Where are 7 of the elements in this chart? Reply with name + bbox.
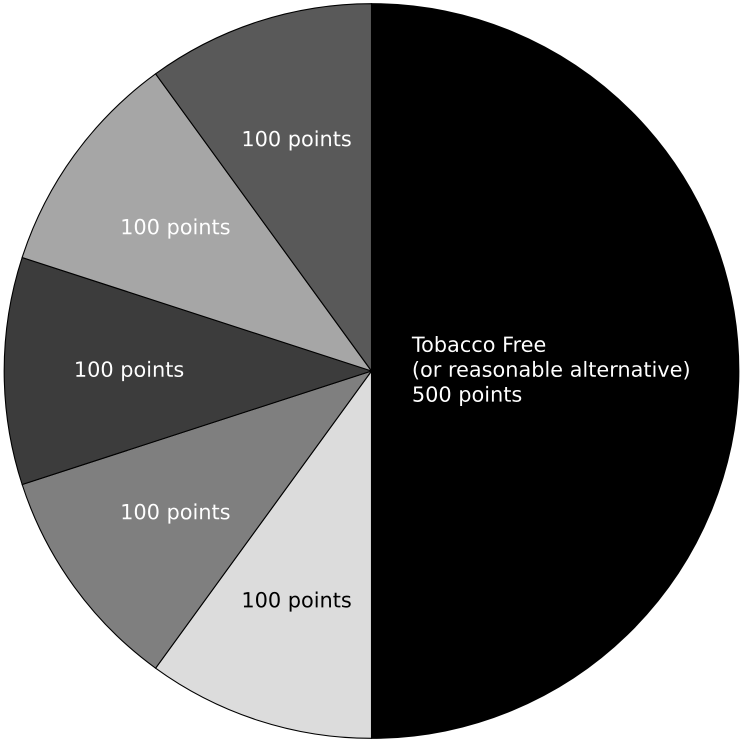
data-label: 100 points [122,503,230,524]
data-label: 100 points [122,218,230,239]
data-label: 500 points [414,386,522,406]
data-label: 100 points [76,360,184,382]
slice-label: Tobacco Free (or reasonable alternative) [412,336,689,380]
data-label: 100 points [244,130,351,151]
data-label: 100 points [244,591,351,612]
